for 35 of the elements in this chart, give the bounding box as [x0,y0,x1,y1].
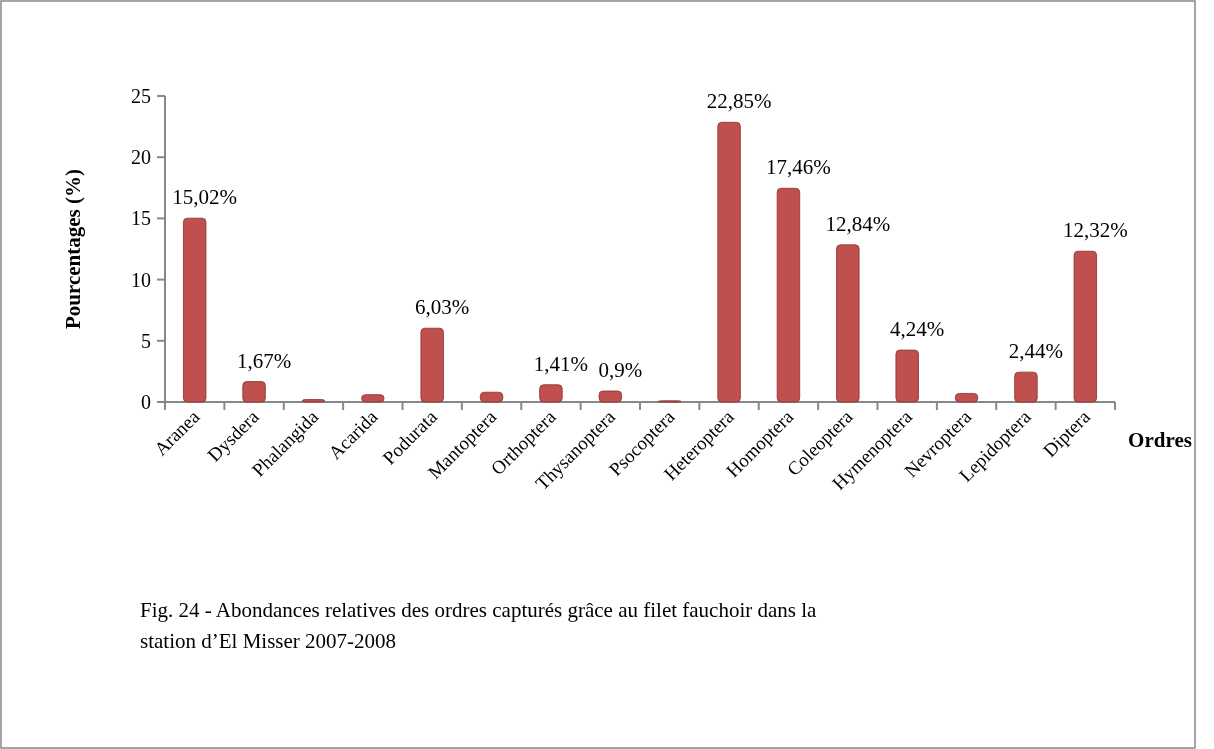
bar [183,217,207,403]
y-tick-label: 5 [141,329,151,352]
bar [895,349,919,403]
bar [479,391,504,403]
data-label: 6,03% [415,295,470,320]
data-label: 15,02% [172,185,238,210]
bar [1073,250,1097,403]
bar [836,244,860,403]
y-tick-label: 15 [131,207,151,230]
bar [954,393,979,403]
data-label: 17,46% [766,155,831,180]
y-tick-label: 0 [141,391,151,413]
data-label: 1,67% [236,348,292,373]
bar [1014,371,1038,403]
data-label: 12,32% [1062,218,1128,243]
bar [776,187,801,403]
data-label: 1,41% [533,351,589,376]
y-axis-title: Pourcentages (%) [61,169,85,329]
bar [361,394,385,403]
data-label: 4,24% [890,317,945,342]
bar [301,399,326,403]
x-axis-title: Ordres [1128,428,1192,452]
data-label: 2,44% [1008,339,1064,364]
bar [717,121,741,403]
y-tick-label: 25 [131,85,151,107]
data-label: 0,9% [598,357,643,382]
y-tick-label: 10 [131,268,151,291]
data-label: 12,84% [825,211,891,236]
bar [539,384,563,403]
caption: Fig. 24 - Abondances relatives des ordres capturés grâce au filet fauchoir dans la station d’El Misser 2007-2008 [140,598,818,653]
y-tick-label: 20 [131,146,151,169]
bar [598,390,622,403]
bar [242,381,266,403]
data-label: 22,85% [706,89,772,114]
bar [420,327,444,403]
